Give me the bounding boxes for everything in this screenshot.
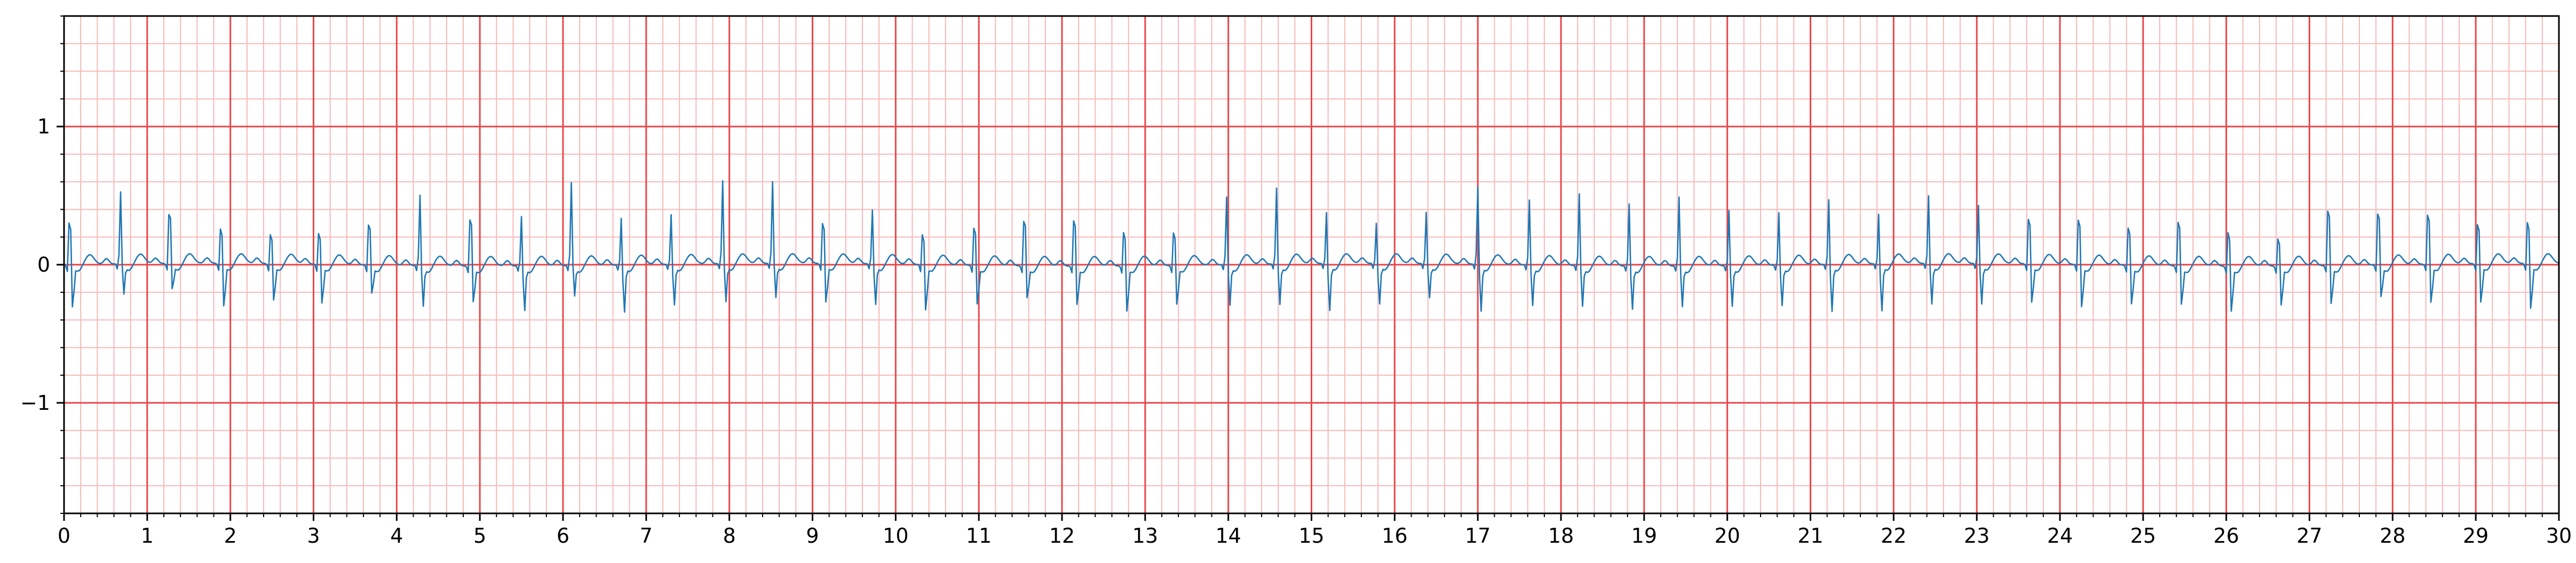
x-tick-label: 26 xyxy=(2213,524,2239,548)
x-tick-label: 20 xyxy=(1714,524,1740,548)
x-tick-label: 5 xyxy=(473,524,486,548)
x-tick-label: 6 xyxy=(557,524,569,548)
x-tick-label: 3 xyxy=(307,524,320,548)
x-tick-label: 23 xyxy=(1964,524,1990,548)
x-tick-label: 15 xyxy=(1298,524,1324,548)
x-tick-label: 18 xyxy=(1548,524,1574,548)
x-tick-label: 12 xyxy=(1049,524,1075,548)
x-tick-label: 30 xyxy=(2546,524,2572,548)
x-tick-label: 8 xyxy=(723,524,736,548)
y-axis-ticks: 1 0 −1 xyxy=(20,15,64,514)
x-tick-label: 27 xyxy=(2296,524,2322,548)
x-tick-label: 19 xyxy=(1631,524,1657,548)
x-tick-label: 21 xyxy=(1797,524,1823,548)
series-layer xyxy=(64,180,2559,313)
x-tick-label: 17 xyxy=(1465,524,1491,548)
x-tick-label: 22 xyxy=(1881,524,1906,548)
x-tick-label: 10 xyxy=(883,524,908,548)
x-tick-label: 29 xyxy=(2463,524,2488,548)
y-tick-label: 1 xyxy=(37,115,50,138)
axes-frame xyxy=(63,15,2560,514)
x-tick-label: 25 xyxy=(2130,524,2156,548)
x-tick-label: 2 xyxy=(224,524,237,548)
plot-area xyxy=(63,15,2560,514)
x-tick-label: 28 xyxy=(2380,524,2405,548)
x-tick-label: 13 xyxy=(1132,524,1158,548)
x-tick-label: 14 xyxy=(1215,524,1241,548)
x-tick-label: 4 xyxy=(390,524,403,548)
x-axis-ticks: 0 1 2 3 4 5 6 7 8 9 10 11 12 13 14 15 16 17 18 19 20 21 22 23 24… xyxy=(58,513,2572,548)
x-tick-label: 9 xyxy=(806,524,819,548)
ecg-series-line xyxy=(64,180,2559,313)
x-tick-label: 7 xyxy=(640,524,653,548)
y-tick-label: −1 xyxy=(20,391,50,415)
x-tick-label: 11 xyxy=(966,524,992,548)
x-tick-label: 24 xyxy=(2047,524,2073,548)
y-tick-label: 0 xyxy=(37,253,50,276)
x-tick-label: 0 xyxy=(58,524,70,548)
x-tick-label: 1 xyxy=(141,524,154,548)
x-tick-label: 16 xyxy=(1382,524,1407,548)
axes: 0 1 2 3 4 5 6 7 8 9 10 11 12 13 14 15 16 17 18 19 20 21 22 23 24… xyxy=(20,15,2572,548)
